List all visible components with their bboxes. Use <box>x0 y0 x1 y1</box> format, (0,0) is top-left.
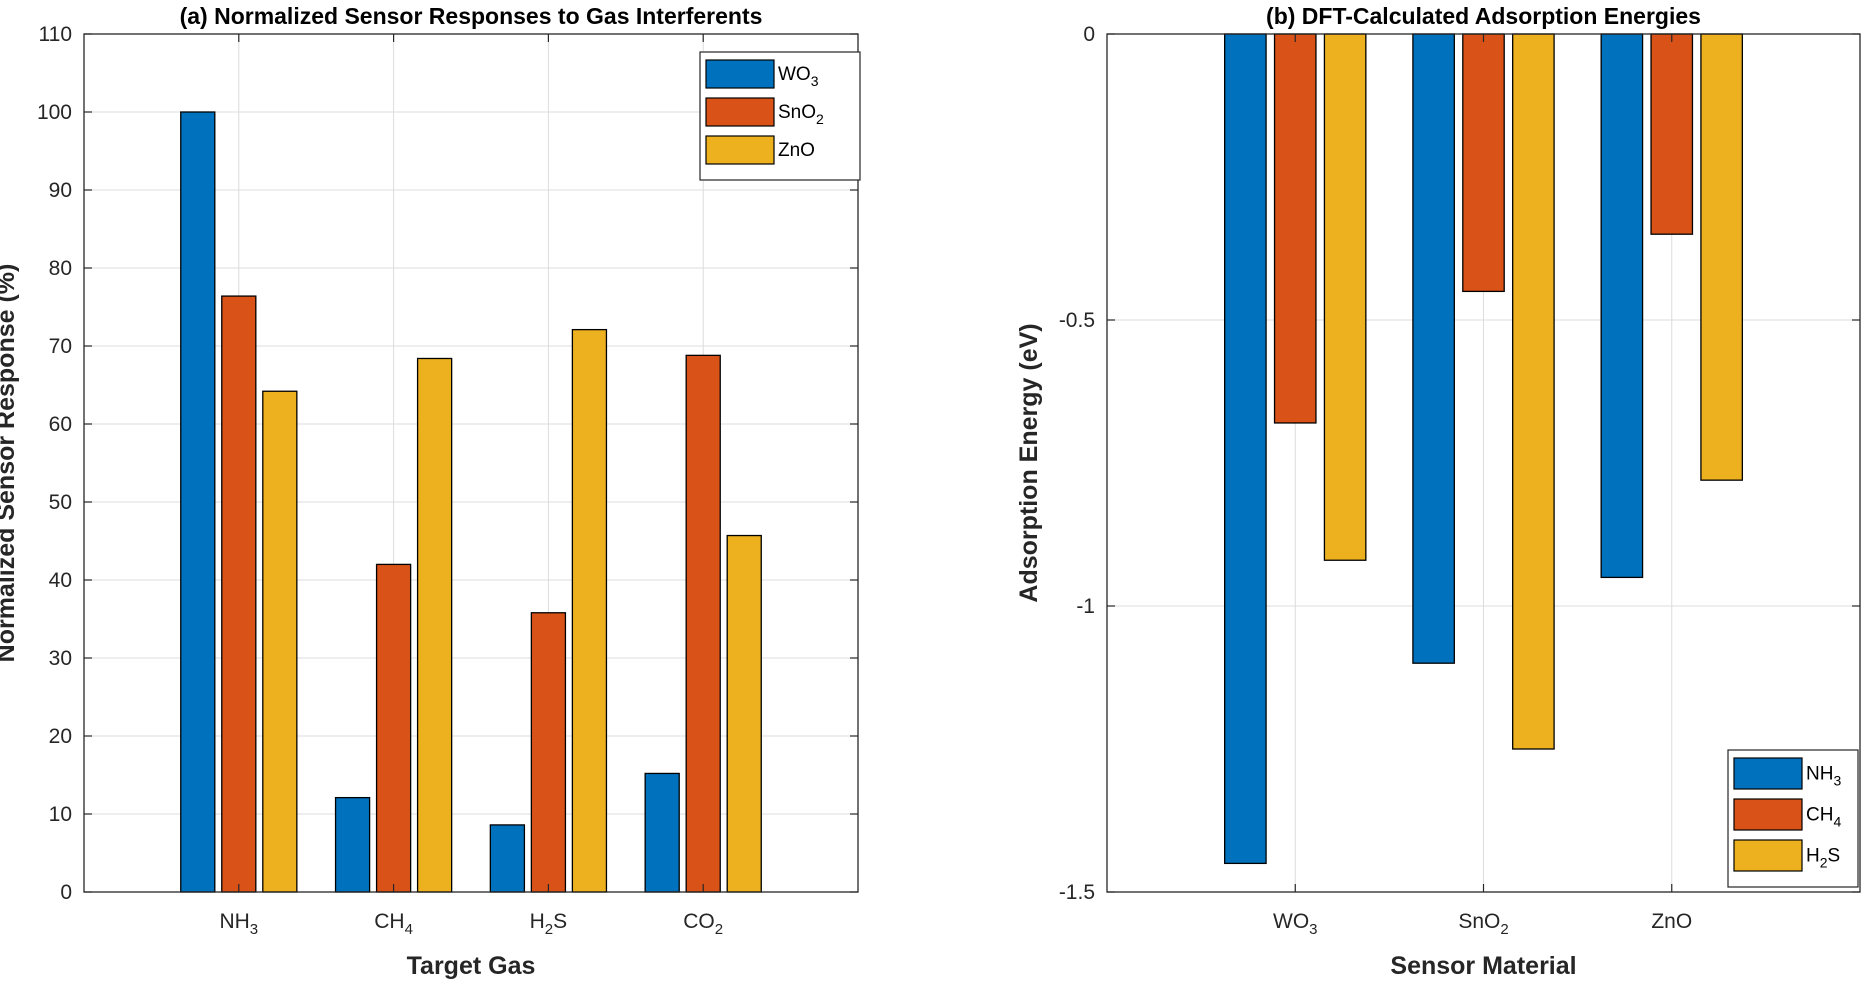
chart-panel-a: 0 10 20 30 40 50 60 70 80 90 100 110 NH3 CH4 H2S CO2 (a)… <box>0 3 861 980</box>
bar <box>1700 33 1743 481</box>
x-tick-label: CO2 <box>683 910 723 938</box>
legend-swatch <box>1733 798 1803 831</box>
y-tick-label: 80 <box>49 257 72 280</box>
y-tick-label: 40 <box>49 569 72 592</box>
legend-label: ZnO <box>778 140 815 161</box>
x-axis-label: Sensor Material <box>1390 952 1576 980</box>
y-tick-label: -1.5 <box>1059 881 1095 904</box>
bar <box>1224 33 1267 865</box>
bar <box>571 328 608 893</box>
x-tick-label: WO3 <box>1273 910 1318 938</box>
y-axis-label: Normalized Sensor Response (%) <box>0 264 20 663</box>
chart-title: (a) Normalized Sensor Responses to Gas I… <box>180 3 763 29</box>
x-tick-label: ZnO <box>1651 910 1692 933</box>
legend-swatch <box>705 97 775 127</box>
x-tick-label: NH3 <box>219 910 258 938</box>
bar <box>1273 33 1317 424</box>
bar <box>726 534 762 893</box>
legend-swatch <box>705 135 775 165</box>
legend-label: WO3 <box>778 64 819 89</box>
y-tick-label: -0.5 <box>1059 309 1095 332</box>
y-tick-label: 50 <box>49 491 72 514</box>
legend-label: NH3 <box>1806 764 1841 789</box>
y-tick-label: 90 <box>49 179 72 202</box>
y-tick-label: 100 <box>37 101 72 124</box>
bar <box>644 772 680 893</box>
x-tick-label: CH4 <box>374 910 413 938</box>
y-tick-label: 30 <box>49 647 72 670</box>
chart-title: (b) DFT-Calculated Adsorption Energies <box>1266 3 1701 29</box>
legend-swatch <box>1733 757 1803 790</box>
legend-label: CH4 <box>1806 805 1841 830</box>
y-axis-label: Adsorption Energy (eV) <box>1015 323 1043 602</box>
bar <box>1412 33 1455 664</box>
bar <box>1323 33 1367 561</box>
y-tick-label: 10 <box>49 803 72 826</box>
x-tick-label: SnO2 <box>1458 910 1508 938</box>
y-tick-label: -1 <box>1076 595 1095 618</box>
y-tick-label: 110 <box>39 23 72 46</box>
bar <box>489 824 526 893</box>
legend-label: SnO2 <box>778 102 824 127</box>
bar <box>1512 33 1555 750</box>
bar <box>334 796 371 893</box>
bar <box>221 295 257 893</box>
y-tick-label: 70 <box>49 335 72 358</box>
bar <box>375 563 412 893</box>
bar <box>1650 33 1694 235</box>
x-tick-label: H2S <box>530 910 568 938</box>
y-tick-label: 0 <box>60 881 72 904</box>
legend-swatch <box>1733 839 1803 872</box>
bar <box>685 354 721 893</box>
x-axis-label: Target Gas <box>407 952 536 980</box>
legend-label: H2S <box>1806 846 1840 871</box>
y-tick-label: 0 <box>1083 23 1095 46</box>
bar <box>262 390 298 893</box>
bar <box>530 612 567 893</box>
legend-swatch <box>705 59 775 89</box>
chart-panel-b: -1.5 -1 -0.5 0 WO3 SnO2 ZnO (b) DFT-Calculated … <box>1015 3 1861 980</box>
bar <box>416 357 453 893</box>
bar <box>180 111 216 893</box>
bar <box>1600 33 1644 579</box>
y-tick-label: 60 <box>49 413 72 436</box>
bar <box>1462 33 1505 293</box>
axes-box <box>83 33 859 893</box>
y-tick-label: 20 <box>49 725 72 748</box>
